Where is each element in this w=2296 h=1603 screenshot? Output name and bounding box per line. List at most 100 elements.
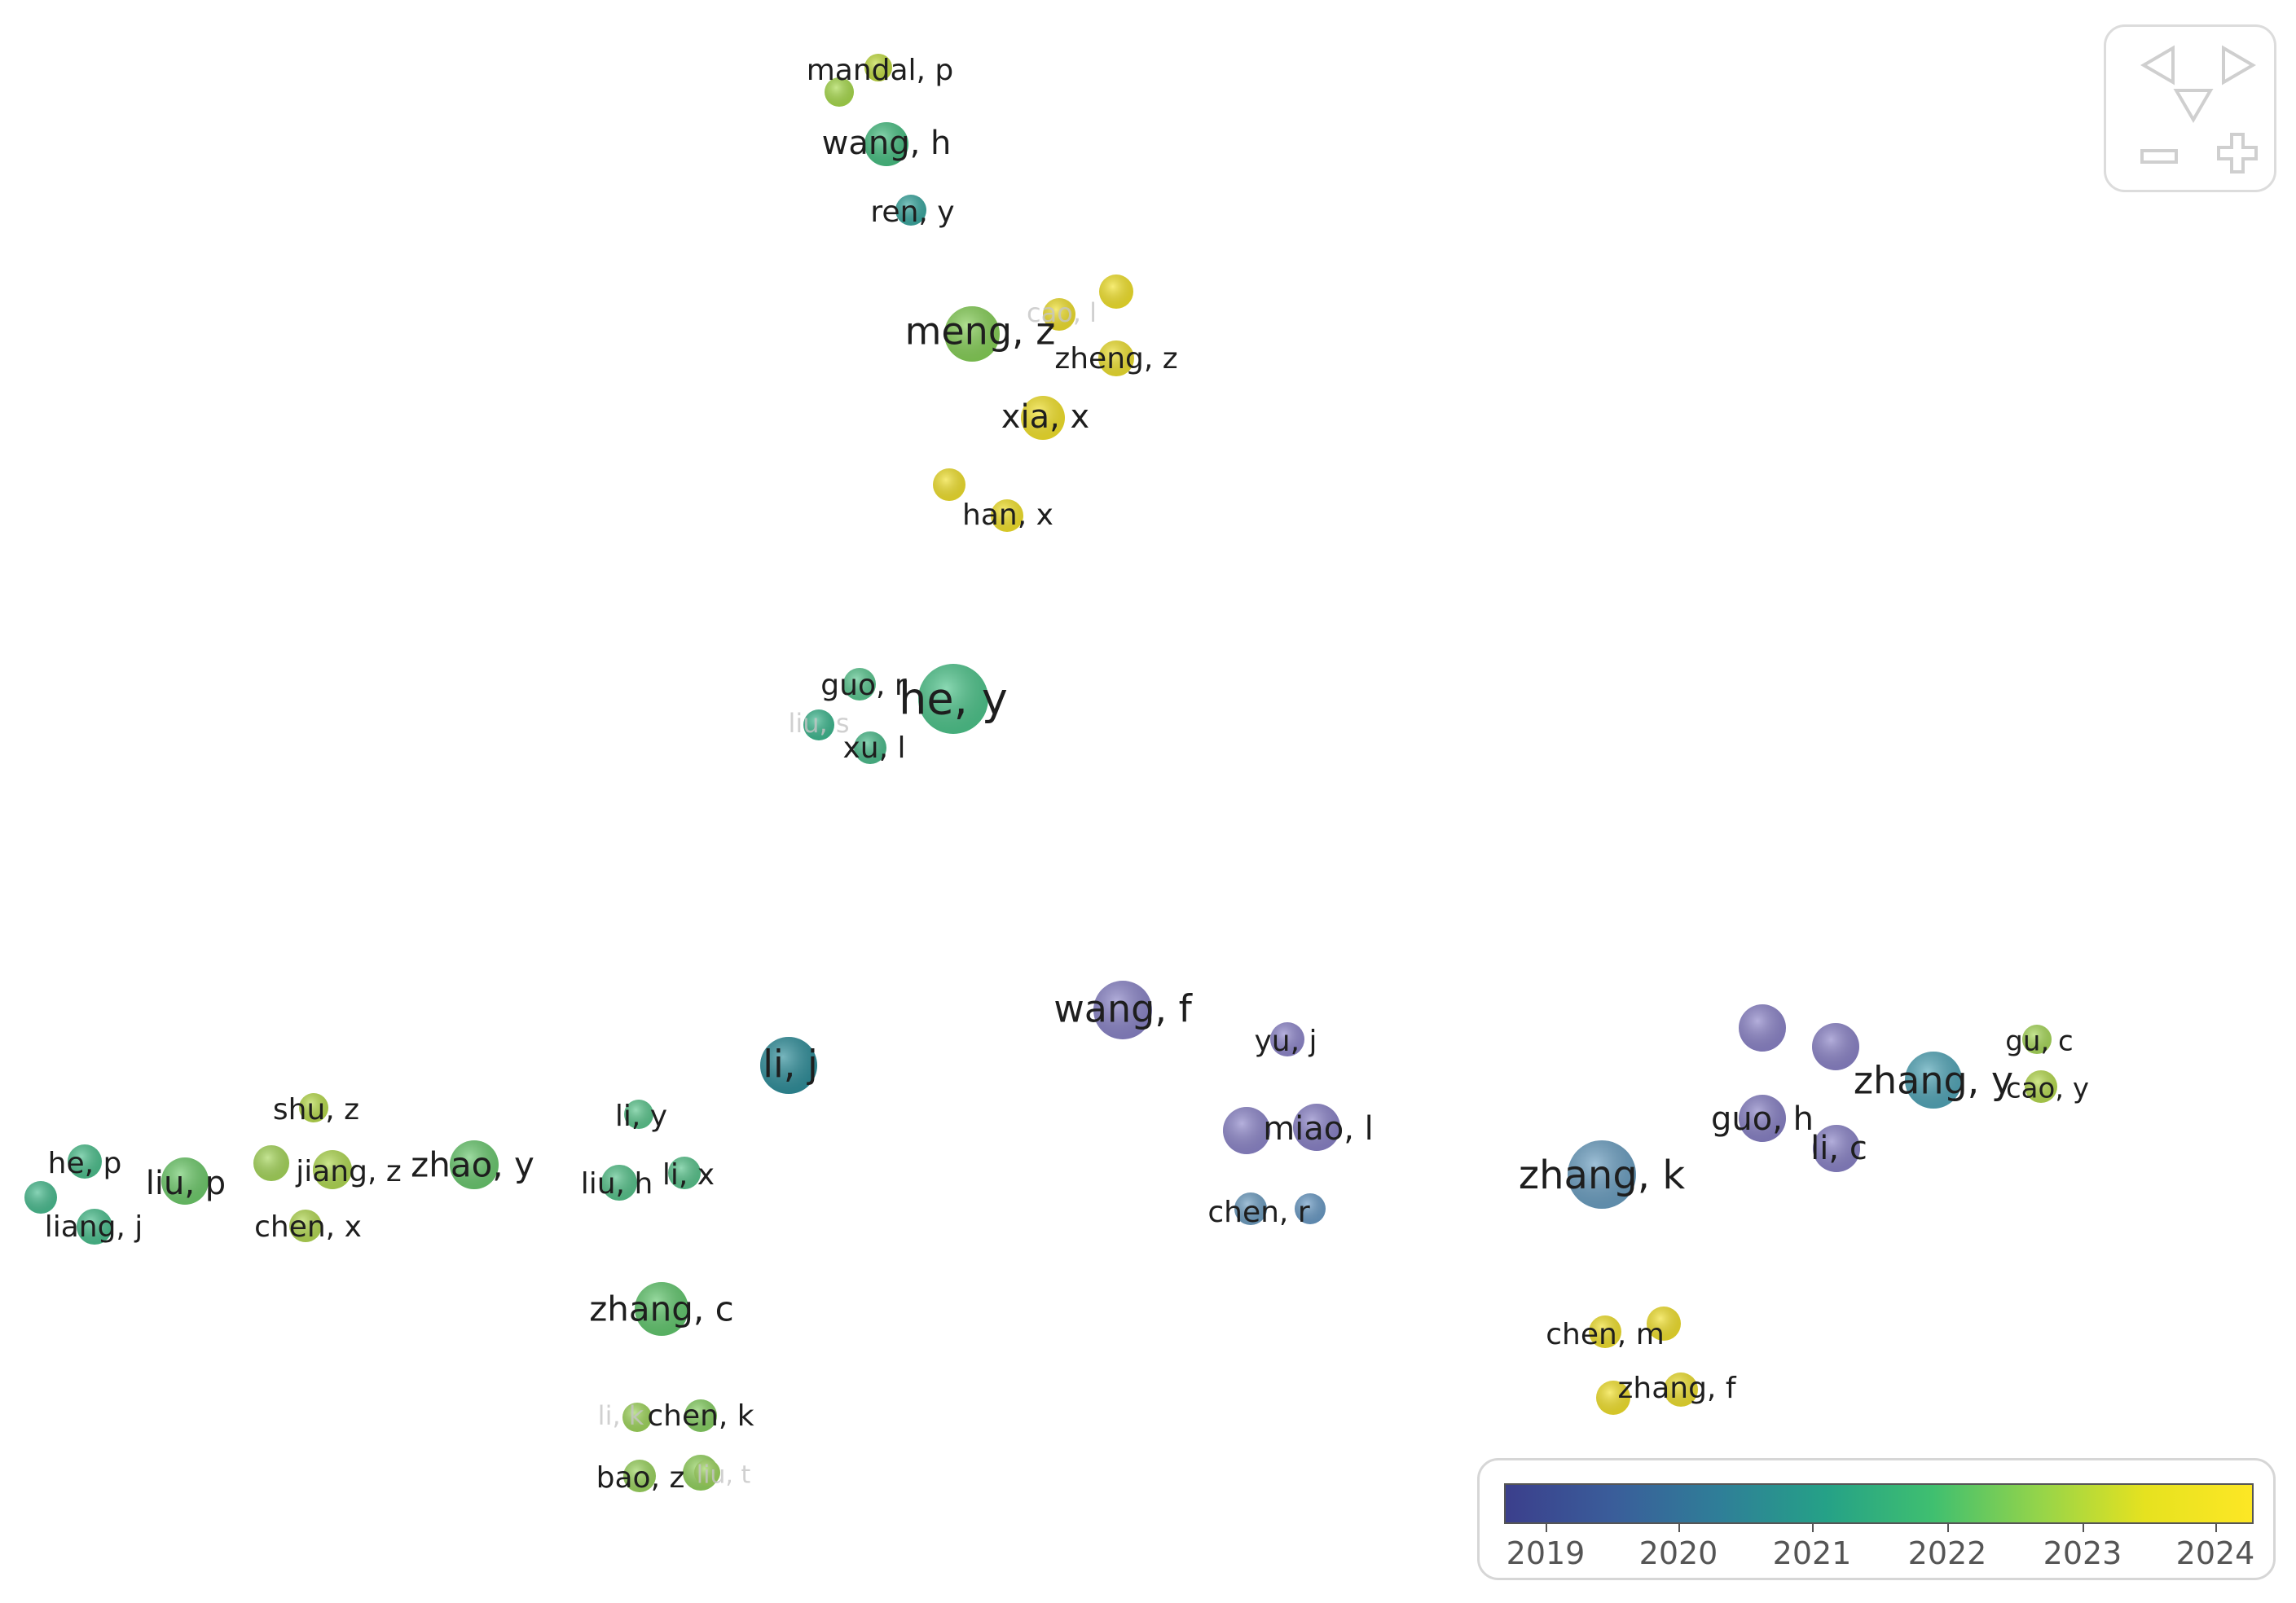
colorbar-tick-label: 2022 bbox=[1907, 1535, 1987, 1571]
year-colorbar bbox=[1504, 1483, 2254, 1524]
node-shade-chen_x bbox=[289, 1210, 322, 1242]
triangle-right-icon bbox=[2222, 45, 2256, 86]
minus-icon bbox=[2140, 149, 2178, 164]
node-label-chen_m: chen, m bbox=[1546, 1318, 1665, 1351]
node-shade-chen_r bbox=[1295, 1193, 1326, 1224]
node-shade-he_p bbox=[68, 1144, 102, 1179]
node-label-zhang_y: zhang, y bbox=[1854, 1059, 2013, 1103]
node-label-chen_r: chen, r bbox=[1207, 1196, 1309, 1229]
colorbar-tick-label: 2021 bbox=[1772, 1535, 1852, 1571]
node-shade-chen_k bbox=[684, 1399, 717, 1432]
plus-icon bbox=[2217, 133, 2258, 173]
node-shade-cao_y bbox=[2025, 1070, 2057, 1103]
node-shade-bao_z bbox=[623, 1460, 656, 1492]
node-shade-xu_l bbox=[854, 731, 886, 764]
nodes-layer bbox=[24, 54, 2057, 1492]
node-shade-zhang_f bbox=[1664, 1372, 1698, 1407]
node-shade-p1 bbox=[1739, 1004, 1786, 1052]
node-label-xia_x: xia, x bbox=[1001, 398, 1089, 436]
node-label-liu_p: liu, p bbox=[146, 1165, 226, 1202]
node-shade-jiang_z bbox=[313, 1150, 352, 1189]
triangle-left-icon bbox=[2140, 45, 2175, 86]
node-label-wang_h: wang, h bbox=[822, 125, 952, 162]
node-label-he_y: he, y bbox=[899, 674, 1008, 725]
node-label-jiang_z: jiang, z bbox=[295, 1155, 402, 1188]
node-label-zhao_y: zhao, y bbox=[411, 1145, 534, 1185]
node-shade-guo_r bbox=[843, 668, 876, 700]
node-shade-wang_f bbox=[1093, 981, 1152, 1039]
node-label-liu_s: liu, s bbox=[788, 708, 849, 739]
node-shade-mandal_2 bbox=[825, 77, 854, 107]
node-shade-li_x bbox=[668, 1157, 701, 1189]
node-label-li_y: li, y bbox=[615, 1100, 667, 1133]
node-label-he_p: he, p bbox=[48, 1147, 122, 1180]
node-shade-zhang_c bbox=[635, 1282, 688, 1336]
node-label-zheng_z: zheng, z bbox=[1054, 342, 1177, 375]
node-label-han_x: han, x bbox=[962, 498, 1053, 532]
colorbar-tick-label: 2020 bbox=[1638, 1535, 1718, 1571]
node-shade-g1 bbox=[253, 1145, 289, 1181]
node-label-meng_z: meng, z bbox=[905, 310, 1056, 354]
colorbar-tick-mark bbox=[2215, 1522, 2217, 1532]
node-shade-zhang_k bbox=[1568, 1140, 1636, 1209]
node-shade-y3 bbox=[1647, 1307, 1681, 1341]
node-label-bao_z: bao, z bbox=[596, 1461, 685, 1495]
pan-left-button[interactable] bbox=[2135, 42, 2183, 89]
colorbar-tick-mark bbox=[1947, 1522, 1949, 1532]
colorbar-tick-label: 2023 bbox=[2043, 1535, 2122, 1571]
node-shade-zheng_z bbox=[1098, 340, 1134, 376]
node-shade-meng_z bbox=[944, 306, 1000, 362]
triangle-down-icon bbox=[2173, 89, 2214, 123]
node-shade-chen_m bbox=[1589, 1315, 1621, 1348]
node-shade-cao_l bbox=[1043, 298, 1075, 331]
node-label-zhang_f: zhang, f bbox=[1617, 1372, 1736, 1405]
node-label-xu_l: xu, l bbox=[842, 731, 905, 765]
node-shade-zhang_y bbox=[1905, 1052, 1962, 1109]
node-label-cao_y: cao, y bbox=[2006, 1073, 2089, 1105]
node-shade-shu_z bbox=[299, 1093, 328, 1122]
node-shade-yu_j bbox=[1270, 1022, 1304, 1056]
node-shade-y1 bbox=[1099, 274, 1133, 309]
node-shade-chen_r_a bbox=[1234, 1192, 1267, 1225]
node-label-chen_x: chen, x bbox=[254, 1210, 362, 1244]
navigation-panel bbox=[2104, 24, 2276, 192]
color-legend: 2019 2020 2021 2022 2023 2024 bbox=[1477, 1458, 2276, 1580]
colorbar-tick-mark bbox=[1678, 1522, 1680, 1532]
node-label-li_x: li, x bbox=[662, 1158, 715, 1192]
node-shade-liu_s bbox=[803, 709, 834, 740]
zoom-in-button[interactable] bbox=[2214, 130, 2261, 177]
edge-xu_l-li_j bbox=[789, 748, 870, 1065]
node-label-li_k: li, k bbox=[598, 1400, 644, 1431]
node-shade-p2 bbox=[1812, 1023, 1859, 1070]
edge-wang_h-meng_z bbox=[886, 144, 972, 334]
node-shade-c1 bbox=[24, 1181, 57, 1214]
node-label-chen_k: chen, k bbox=[647, 1399, 754, 1433]
zoom-out-button[interactable] bbox=[2135, 133, 2183, 180]
node-shade-he_y bbox=[918, 664, 988, 734]
edge-zhang_k-zhang_f bbox=[1602, 1175, 1681, 1390]
edge-li_j-zhang_k bbox=[789, 1050, 1602, 1175]
node-label-shu_z: shu, z bbox=[273, 1093, 359, 1126]
node-shade-li_y bbox=[624, 1100, 653, 1129]
pan-down-button[interactable] bbox=[2170, 81, 2217, 128]
node-shade-gu_c bbox=[2022, 1025, 2052, 1054]
node-label-mandal_p: mandal, p bbox=[807, 54, 954, 87]
node-label-miao_l: miao, l bbox=[1263, 1110, 1374, 1148]
edge-he_y-wang_f bbox=[953, 699, 1123, 1010]
node-shade-li_c bbox=[1813, 1125, 1860, 1172]
node-label-gu_c: gu, c bbox=[2005, 1025, 2073, 1058]
node-shade-y2 bbox=[933, 468, 965, 501]
pan-right-button[interactable] bbox=[2214, 42, 2261, 89]
node-shade-miao_l_a bbox=[1223, 1107, 1270, 1154]
node-shade-liang_j bbox=[77, 1209, 112, 1245]
node-label-yu_j: yu, j bbox=[1254, 1025, 1317, 1058]
colorbar-tick-mark bbox=[1546, 1522, 1547, 1532]
node-shade-xia_x bbox=[1021, 396, 1065, 440]
edge-xia_x-he_y bbox=[953, 418, 1043, 699]
colorbar-tick-mark bbox=[1812, 1522, 1814, 1532]
node-shade-liu_p bbox=[161, 1157, 209, 1205]
node-shade-ren_y bbox=[895, 195, 926, 226]
node-label-liu_t: liu, t bbox=[697, 1461, 751, 1490]
